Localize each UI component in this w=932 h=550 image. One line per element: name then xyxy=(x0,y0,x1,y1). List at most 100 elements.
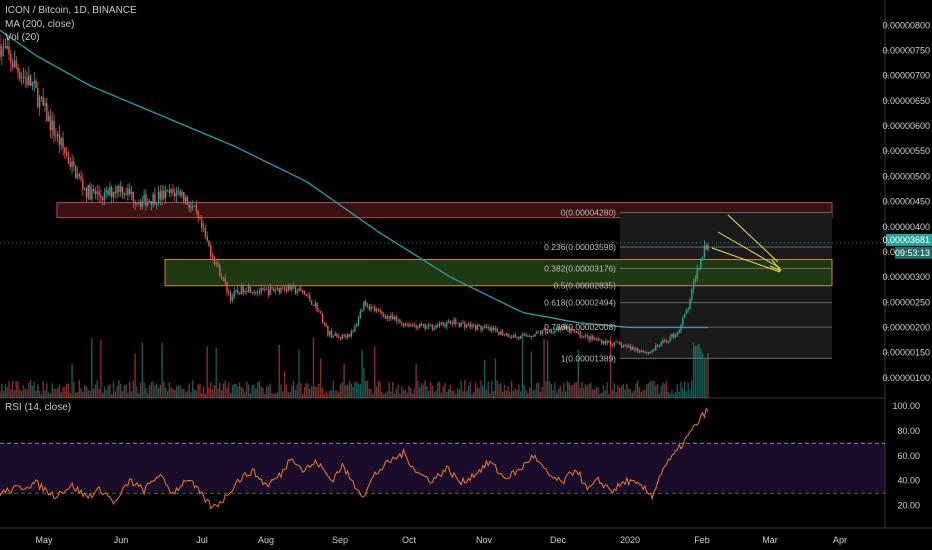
volume-bar xyxy=(98,388,100,398)
candle-body xyxy=(251,292,253,294)
candle-body xyxy=(341,334,343,339)
volume-bar xyxy=(536,383,538,398)
volume-bar xyxy=(707,353,709,398)
volume-bar xyxy=(543,338,545,398)
volume-bar xyxy=(518,384,520,398)
volume-bar xyxy=(593,389,596,398)
candle-body xyxy=(20,77,23,79)
candle-body xyxy=(255,291,257,293)
candle-body xyxy=(222,278,225,280)
candle-body xyxy=(260,288,262,293)
volume-bar xyxy=(255,388,257,398)
candle-body xyxy=(471,324,473,328)
candle-body xyxy=(660,342,662,347)
candle-body xyxy=(219,264,221,277)
time-tick-label: 2020 xyxy=(620,535,640,545)
candle-body xyxy=(1,47,3,57)
fib-zone xyxy=(164,259,833,287)
volume-bar xyxy=(74,392,77,398)
candle-body xyxy=(190,206,192,209)
volume-bar xyxy=(478,388,480,398)
volume-bar xyxy=(165,387,167,398)
volume-bar xyxy=(44,390,46,398)
volume-bar xyxy=(620,386,623,398)
volume-bar xyxy=(17,381,19,398)
volume-bar xyxy=(554,382,556,398)
volume-bar xyxy=(136,386,138,398)
candle-body xyxy=(177,190,180,192)
candle-body xyxy=(525,334,527,337)
candle-body xyxy=(139,202,142,208)
candle-body xyxy=(40,96,43,98)
volume-bar xyxy=(655,385,657,398)
volume-bar xyxy=(438,381,441,398)
trend-arrow[interactable] xyxy=(717,231,781,269)
volume-bar xyxy=(656,383,659,398)
volume-bar xyxy=(460,380,462,398)
candle-body xyxy=(327,326,329,335)
volume-bar xyxy=(449,385,452,398)
candle-body xyxy=(521,334,524,336)
volume-bar xyxy=(402,390,405,398)
candle-body xyxy=(640,350,643,353)
candle-body xyxy=(662,340,664,343)
volume-bar xyxy=(20,390,23,398)
candle-body xyxy=(592,335,594,339)
volume-bar xyxy=(273,393,275,398)
candle-body xyxy=(602,341,605,344)
rsi-legend: RSI (14, close) xyxy=(5,402,72,413)
candle-body xyxy=(676,332,679,336)
volume-bar xyxy=(552,389,554,398)
trend-arrow[interactable] xyxy=(711,247,781,273)
candle-body xyxy=(406,324,408,325)
volume-bar xyxy=(337,392,340,398)
candle-body xyxy=(343,334,345,337)
candle-body xyxy=(554,329,556,333)
candle-body xyxy=(163,190,165,199)
trend-arrow[interactable] xyxy=(727,214,779,263)
price-tick-label: 0.00000800 xyxy=(882,20,930,30)
volume-bar xyxy=(269,383,271,398)
candle-body xyxy=(649,351,652,354)
candle-body xyxy=(147,201,149,207)
volume-bar xyxy=(469,381,471,398)
volume-bar xyxy=(105,390,107,398)
volume-bar xyxy=(406,392,408,398)
volume-bar xyxy=(222,383,225,398)
candle-body xyxy=(310,300,313,305)
volume-bar xyxy=(303,387,306,398)
volume-bar xyxy=(471,393,473,398)
volume-bar xyxy=(64,386,66,398)
candle-body xyxy=(510,336,513,338)
candle-body xyxy=(206,236,208,241)
candle-body xyxy=(361,309,363,312)
candle-body xyxy=(503,334,506,336)
volume-bar xyxy=(287,391,289,398)
arrows-layer[interactable] xyxy=(711,214,782,273)
candle-body xyxy=(168,189,171,193)
candle-body xyxy=(256,291,259,293)
volume-bar xyxy=(62,387,64,398)
candle-body xyxy=(415,325,417,329)
volume-bar xyxy=(38,390,41,398)
arrow-head[interactable] xyxy=(769,259,782,272)
volume-bar xyxy=(534,389,536,398)
candle-body xyxy=(631,347,634,350)
candle-body xyxy=(120,186,122,192)
candle-body xyxy=(447,321,450,323)
candle-body xyxy=(590,335,592,341)
candle-body xyxy=(438,322,441,327)
volume-bar xyxy=(238,382,241,398)
candle-body xyxy=(577,331,579,333)
volume-bar xyxy=(429,382,432,398)
candle-body xyxy=(356,324,358,327)
current-price-label: 0.00003681 xyxy=(882,235,930,245)
volume-bar xyxy=(570,385,572,398)
volume-bar xyxy=(619,387,621,398)
volume-bar xyxy=(168,382,171,398)
volume-bar xyxy=(456,387,459,398)
volume-bar xyxy=(345,385,347,398)
volume-bar xyxy=(192,380,194,398)
volume-bar xyxy=(653,380,655,398)
